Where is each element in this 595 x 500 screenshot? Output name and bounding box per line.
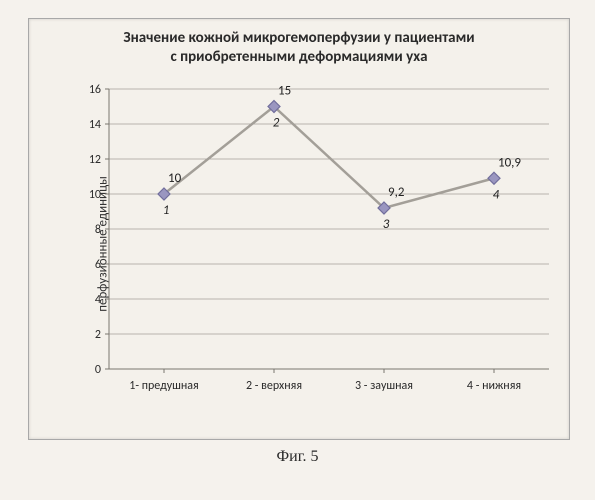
y-tick-label: 14	[89, 118, 101, 132]
y-tick-label: 10	[89, 188, 101, 202]
value-label: 10,9	[498, 155, 521, 170]
value-label: 15	[278, 84, 291, 99]
x-tick-label: 2 - верхняя	[246, 379, 302, 393]
x-tick-label: 1- предушная	[129, 379, 198, 393]
data-marker	[488, 172, 500, 184]
series-line	[164, 107, 494, 209]
y-tick-label: 8	[95, 223, 101, 237]
chart-svg: 02468101214161- предушная2 - верхняя3 - …	[79, 79, 559, 409]
x-tick-label: 4 - нижняя	[467, 379, 521, 393]
point-index-label: 2	[273, 116, 280, 131]
plot-area: перфузионные единицы 02468101214161- пре…	[29, 79, 569, 409]
point-index-label: 3	[383, 217, 390, 232]
title-line-2: с приобретенными деформациями уха	[170, 48, 427, 66]
figure-caption: Фиг. 5	[0, 448, 595, 466]
y-tick-label: 2	[95, 328, 101, 342]
y-tick-label: 6	[95, 258, 101, 272]
y-tick-label: 4	[95, 293, 101, 307]
value-label: 9,2	[388, 185, 405, 200]
y-tick-label: 12	[89, 153, 101, 167]
y-tick-label: 16	[89, 83, 101, 97]
y-tick-label: 0	[95, 363, 101, 377]
chart-card: Значение кожной микрогемоперфузии у паци…	[28, 18, 570, 440]
point-index-label: 4	[493, 187, 500, 202]
x-tick-label: 3 - заушная	[355, 379, 413, 393]
value-label: 10	[168, 171, 182, 186]
point-index-label: 1	[163, 203, 170, 218]
chart-title: Значение кожной микрогемоперфузии у паци…	[29, 19, 569, 71]
title-line-1: Значение кожной микрогемоперфузии у паци…	[123, 29, 474, 47]
